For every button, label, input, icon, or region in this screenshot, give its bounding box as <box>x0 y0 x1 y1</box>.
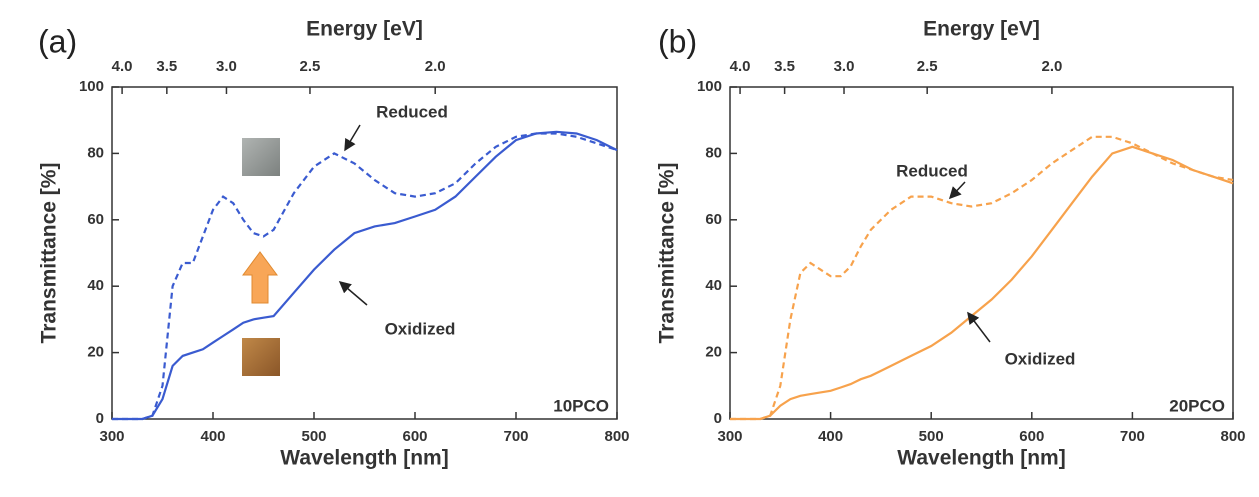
series-line <box>112 130 618 421</box>
y-tick-label: 40 <box>87 277 104 294</box>
x2-tick-label: 2.5 <box>917 58 938 75</box>
x-tick-label: 400 <box>200 428 225 445</box>
panel-label: (a) <box>38 23 77 59</box>
y-tick-label: 0 <box>96 410 104 427</box>
y-tick-label: 20 <box>705 344 722 361</box>
x-tick-label: 700 <box>1120 428 1145 445</box>
sample-label: 20PCO <box>1169 396 1225 415</box>
x2-tick-label: 2.0 <box>425 58 446 75</box>
x2-tick-label: 3.0 <box>834 58 855 75</box>
annotation-arrow <box>967 311 991 343</box>
plot-frame <box>729 86 1234 420</box>
series-annotation: Oxidized <box>385 319 456 338</box>
x2-tick-label: 3.5 <box>774 58 795 75</box>
y-tick-label: 60 <box>705 211 722 228</box>
plot-frame <box>111 86 618 420</box>
y-tick-label: 0 <box>714 410 722 427</box>
series-annotation: Reduced <box>896 161 968 180</box>
sample-label: 10PCO <box>553 396 609 415</box>
y-tick-label: 80 <box>87 144 104 161</box>
x-tick-label: 300 <box>717 428 742 445</box>
series-annotation: Reduced <box>376 102 448 121</box>
y-tick-label: 80 <box>705 144 722 161</box>
x2-axis-title: Energy [eV] <box>306 18 423 41</box>
panel-label: (b) <box>658 23 697 59</box>
x-axis-title: Wavelength [nm] <box>897 447 1065 470</box>
annotation-arrow <box>344 124 361 152</box>
x-tick-label: 600 <box>402 428 427 445</box>
series-line <box>112 132 618 421</box>
annotation-arrow <box>948 181 966 200</box>
x-tick-label: 800 <box>1220 428 1245 445</box>
y-tick-label: 60 <box>87 211 104 228</box>
y-tick-label: 100 <box>79 78 104 95</box>
x2-tick-label: 2.5 <box>300 58 321 75</box>
x2-tick-label: 2.0 <box>1041 58 1062 75</box>
annotation-arrow <box>338 281 368 306</box>
x2-tick-label: 4.0 <box>112 58 133 75</box>
x2-tick-label: 4.0 <box>730 58 751 75</box>
process-arrow <box>242 251 278 304</box>
x-tick-label: 300 <box>99 428 124 445</box>
x2-tick-label: 3.5 <box>156 58 177 75</box>
x2-axis-title: Energy [eV] <box>923 18 1040 41</box>
x-tick-label: 400 <box>818 428 843 445</box>
y-axis-title: Transmittance [%] <box>656 163 679 344</box>
y-tick-label: 40 <box>705 277 722 294</box>
reduced-sample-image <box>242 138 280 176</box>
y-tick-label: 100 <box>697 78 722 95</box>
x-tick-label: 500 <box>919 428 944 445</box>
x-axis-title: Wavelength [nm] <box>280 447 448 470</box>
x-tick-label: 600 <box>1019 428 1044 445</box>
series-line <box>730 145 1234 421</box>
x2-tick-label: 3.0 <box>216 58 237 75</box>
oxidized-sample-image <box>242 338 280 376</box>
series-line <box>730 135 1234 421</box>
x-tick-label: 800 <box>604 428 629 445</box>
x-tick-label: 700 <box>503 428 528 445</box>
series-annotation: Oxidized <box>1005 349 1076 368</box>
y-axis-title: Transmittance [%] <box>38 163 61 344</box>
y-tick-label: 20 <box>87 344 104 361</box>
x-tick-label: 500 <box>301 428 326 445</box>
